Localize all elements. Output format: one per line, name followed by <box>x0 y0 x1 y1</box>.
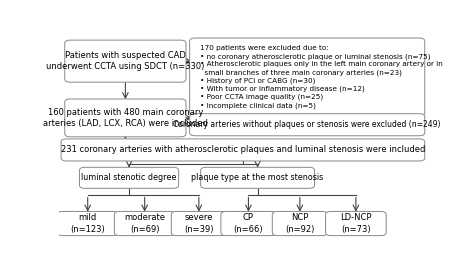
Text: Coronary arteries without plaques or stenosis were excluded (n=249): Coronary arteries without plaques or ste… <box>173 120 441 129</box>
FancyBboxPatch shape <box>114 211 175 236</box>
Text: Patients with suspected CAD
underwent CCTA using SDCT (n=330): Patients with suspected CAD underwent CC… <box>46 51 205 71</box>
Text: mild
(n=123): mild (n=123) <box>70 213 105 234</box>
Text: luminal stenotic degree: luminal stenotic degree <box>82 173 177 182</box>
Text: 160 patients with 480 main coronary
arteries (LAD, LCX, RCA) were included: 160 patients with 480 main coronary arte… <box>43 108 208 128</box>
Text: severe
(n=39): severe (n=39) <box>184 213 214 234</box>
FancyBboxPatch shape <box>65 99 186 137</box>
FancyBboxPatch shape <box>171 211 227 236</box>
Text: moderate
(n=69): moderate (n=69) <box>124 213 165 234</box>
Text: CP
(n=66): CP (n=66) <box>234 213 263 234</box>
Text: LD-NCP
(n=73): LD-NCP (n=73) <box>340 213 372 234</box>
FancyBboxPatch shape <box>221 211 276 236</box>
FancyBboxPatch shape <box>61 139 425 161</box>
Text: 170 patients were excluded due to:
• no coronary atherosclerotic plaque or lumin: 170 patients were excluded due to: • no … <box>200 45 442 109</box>
FancyBboxPatch shape <box>272 211 328 236</box>
Text: plaque type at the most stenosis: plaque type at the most stenosis <box>191 173 324 182</box>
FancyBboxPatch shape <box>57 211 118 236</box>
FancyBboxPatch shape <box>65 40 186 82</box>
FancyBboxPatch shape <box>201 167 315 188</box>
FancyBboxPatch shape <box>80 167 179 188</box>
Text: 231 coronary arteries with atherosclerotic plaques and luminal stenosis were inc: 231 coronary arteries with atherosclerot… <box>61 146 425 155</box>
Text: NCP
(n=92): NCP (n=92) <box>285 213 315 234</box>
FancyBboxPatch shape <box>190 114 425 136</box>
FancyBboxPatch shape <box>326 211 386 236</box>
FancyBboxPatch shape <box>190 38 425 116</box>
